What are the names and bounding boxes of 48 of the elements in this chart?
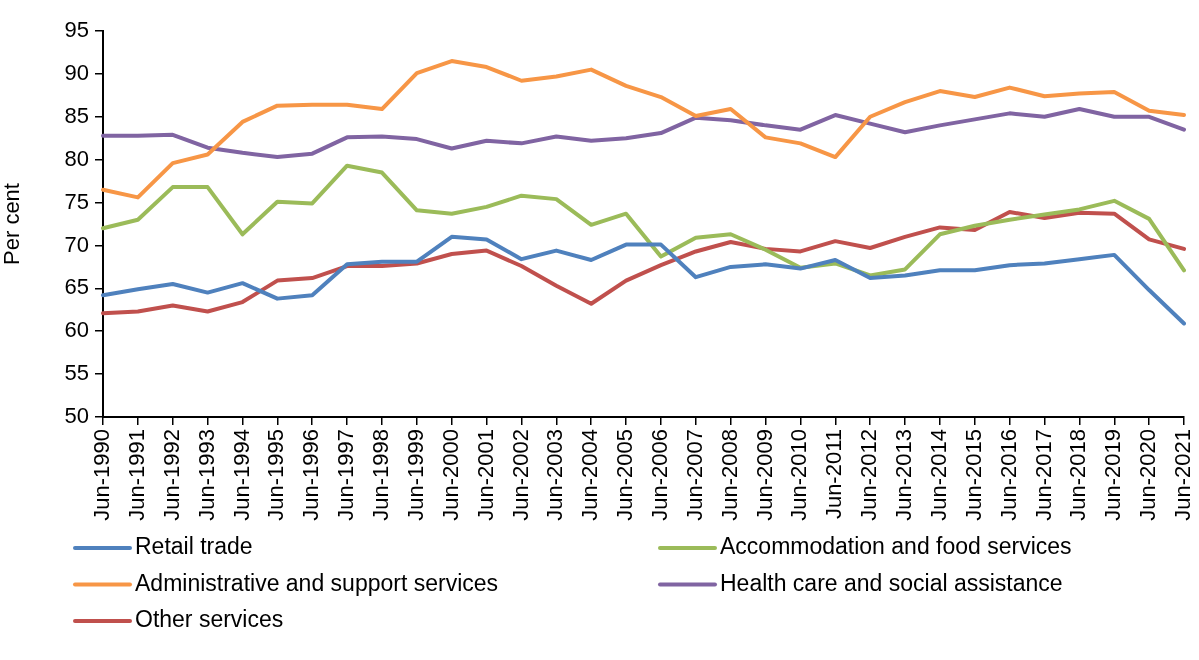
- x-tick-label: Jun-2008: [716, 429, 742, 521]
- x-tick-label: Jun-1999: [402, 429, 428, 521]
- y-tick-label: 60: [64, 317, 89, 343]
- x-tick-label: Jun-1997: [333, 429, 359, 521]
- x-tick-label: Jun-2007: [681, 429, 707, 521]
- x-tick-label: Jun-2021: [1170, 429, 1196, 521]
- y-tick-label: 80: [64, 145, 89, 171]
- legend-label: Retail trade: [135, 533, 253, 560]
- legend-label: Other services: [135, 606, 284, 633]
- x-tick-label: Jun-2006: [647, 429, 672, 521]
- x-tick-label: Jun-1996: [298, 429, 324, 521]
- x-tick-label: Jun-2003: [542, 429, 568, 521]
- x-tick-label: Jun-2002: [507, 429, 533, 521]
- x-tick-label: Jun-2015: [960, 429, 986, 521]
- x-tick-label: Jun-2005: [612, 429, 638, 521]
- x-tick-label: Jun-1998: [368, 429, 394, 521]
- x-tick-label: Jun-2009: [751, 429, 777, 521]
- x-tick-label: Jun-2013: [891, 429, 917, 521]
- x-tick-label: Jun-1991: [123, 429, 149, 521]
- y-axis-title: Per cent: [0, 183, 25, 265]
- x-tick-label: Jun-1990: [89, 429, 115, 521]
- x-tick-label: Jun-2011: [821, 429, 847, 520]
- x-tick-label: Jun-1994: [228, 429, 254, 521]
- x-tick-label: Jun-2014: [925, 429, 951, 521]
- x-tick-label: Jun-2019: [1100, 429, 1126, 521]
- legend-label: Accommodation and food services: [720, 533, 1072, 560]
- y-tick-label: 75: [64, 188, 89, 214]
- y-tick-label: 65: [64, 274, 89, 300]
- y-tick-label: 95: [64, 17, 89, 43]
- x-tick-label: Jun-2000: [437, 429, 463, 521]
- y-tick-label: 50: [64, 403, 89, 429]
- x-tick-label: Jun-2001: [472, 429, 498, 521]
- x-tick-label: Jun-2016: [995, 429, 1021, 521]
- y-tick-label: 85: [64, 102, 89, 128]
- x-tick-label: Jun-1993: [193, 429, 219, 521]
- x-tick-label: Jun-2012: [856, 429, 882, 521]
- x-tick-label: Jun-2017: [1030, 429, 1056, 521]
- x-tick-label: Jun-2020: [1135, 429, 1161, 521]
- x-tick-label: Jun-2018: [1065, 429, 1091, 521]
- y-tick-label: 55: [64, 360, 89, 386]
- x-tick-label: Jun-1992: [158, 429, 184, 521]
- y-tick-label: 70: [64, 231, 89, 257]
- y-tick-label: 90: [64, 59, 89, 85]
- x-tick-label: Jun-1995: [263, 429, 289, 521]
- x-tick-label: Jun-2010: [786, 429, 812, 521]
- legend-label: Health care and social assistance: [720, 569, 1063, 596]
- legend-label: Administrative and support services: [135, 569, 499, 596]
- x-tick-label: Jun-2004: [577, 429, 603, 521]
